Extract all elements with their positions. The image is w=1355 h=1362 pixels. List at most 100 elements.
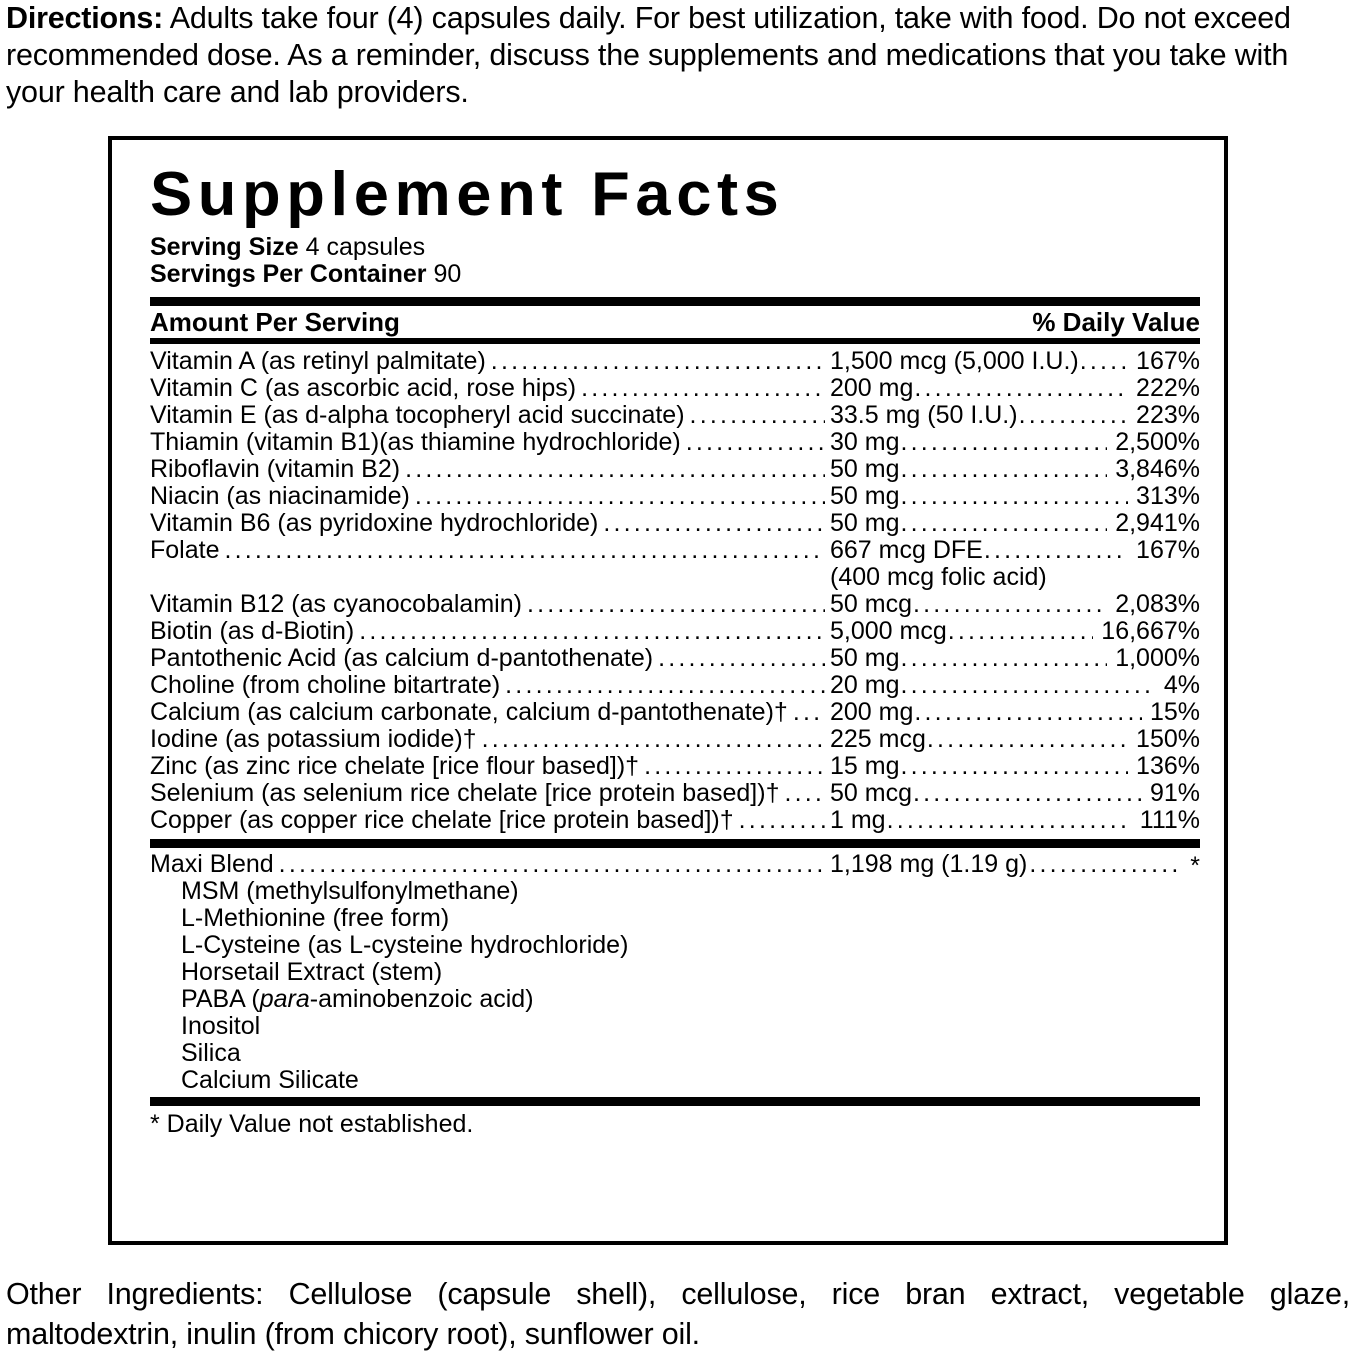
leader-dots: ......................... <box>900 753 1128 780</box>
nutrient-row: Niacin (as niacinamide) 50 mg 313%........… <box>150 483 1200 510</box>
nutrient-amount: 50 mcg <box>830 779 912 807</box>
leader-dots: .... <box>792 699 825 726</box>
nutrient-subline: (400 mcg folic acid) <box>150 564 1200 591</box>
footnote-text: * Daily Value not established. <box>150 1110 474 1138</box>
blend-amount: 1,198 mg (1.19 g) <box>830 850 1028 878</box>
nutrient-daily-value: 4% <box>1163 671 1200 699</box>
leader-dots: ......................... <box>914 699 1142 726</box>
nutrient-name: Vitamin C (as ascorbic acid, rose hips) <box>150 374 577 402</box>
nutrient-daily-value: 150% <box>1136 725 1200 753</box>
nutrient-daily-value: 222% <box>1136 374 1200 402</box>
nutrient-row: Thiamin (vitamin B1)(as thiamine hydroch… <box>150 429 1200 456</box>
nutrient-row: Choline (from choline bitartrate) 20 mg 4%… <box>150 672 1200 699</box>
nutrient-amount: 30 mg <box>830 428 900 456</box>
leader-dots: ....................... <box>900 645 1107 672</box>
nutrient-row: Calcium (as calcium carbonate, calcium d… <box>150 699 1200 726</box>
leader-dots: ............................ <box>900 672 1155 699</box>
leader-dots: ....................... <box>900 510 1107 537</box>
leader-dots: ....................... <box>900 429 1107 456</box>
nutrient-row: Vitamin B12 (as cyanocobalamin) 50 mcg 2,0… <box>150 591 1200 618</box>
rule-below-amount-header <box>150 338 1200 344</box>
blend-daily-value: * <box>1190 852 1200 880</box>
nutrient-name: Folate <box>150 536 220 564</box>
nutrient-name: Riboflavin (vitamin B2) <box>150 455 401 483</box>
nutrient-daily-value: 223% <box>1136 401 1200 429</box>
nutrient-name: Vitamin B12 (as cyanocobalamin) <box>150 590 522 618</box>
amount-per-serving-header: Amount Per Serving <box>150 307 400 337</box>
nutrient-row-list: Vitamin A (as retinyl palmitate) 1,500 mc… <box>150 348 1200 834</box>
leader-dots: .................................... <box>505 672 825 699</box>
nutrient-amount: 225 mcg <box>830 725 926 753</box>
serving-size-label: Serving Size <box>150 233 299 261</box>
nutrient-daily-value: 167% <box>1136 536 1200 564</box>
nutrient-daily-value: 2,500% <box>1115 428 1200 456</box>
nutrient-row: Vitamin E (as d-alpha tocopheryl acid su… <box>150 402 1200 429</box>
blend-ingredient: MSM (methylsulfonylmethane) <box>181 877 519 905</box>
nutrient-daily-value: 313% <box>1136 482 1200 510</box>
serving-size-value: 4 capsules <box>305 233 426 261</box>
amount-per-serving-header-row: Amount Per Serving % Daily Value <box>150 306 1200 338</box>
leader-dots: ............... <box>689 402 825 429</box>
nutrient-amount: 50 mg <box>830 455 900 483</box>
nutrient-name: Thiamin (vitamin B1)(as thiamine hydroch… <box>150 428 681 456</box>
directions-label: Directions: <box>6 1 164 35</box>
nutrient-name: Vitamin B6 (as pyridoxine hydrochloride) <box>150 509 599 537</box>
nutrient-name: Selenium (as selenium rice chelate [rice… <box>150 779 780 807</box>
nutrient-name: Vitamin E (as d-alpha tocopheryl acid su… <box>150 401 685 429</box>
servings-per-container-value: 90 <box>433 260 462 288</box>
nutrient-name: Copper (as copper rice chelate [rice pro… <box>150 806 734 834</box>
leader-dots: .......... <box>738 807 825 834</box>
nutrient-daily-value: 16,667% <box>1101 617 1200 645</box>
nutrient-daily-value: 167% <box>1136 347 1200 375</box>
blend-ingredient: Inositol <box>181 1012 261 1040</box>
nutrient-name: Vitamin A (as retinyl palmitate) <box>150 347 486 375</box>
leader-dots: ....................... <box>900 456 1107 483</box>
leader-dots: ................. <box>1029 851 1178 878</box>
leader-dots: ......................... <box>603 510 825 537</box>
nutrient-name: Choline (from choline bitartrate) <box>150 671 501 699</box>
leader-dots: ...................... <box>926 726 1129 753</box>
servings-per-container-label: Servings Per Container <box>150 260 427 288</box>
leader-dots: ................................. <box>526 591 825 618</box>
nutrient-row: Folate 667 mcg DFE 167%...................… <box>150 537 1200 564</box>
nutrient-amount: 667 mcg DFE <box>830 536 983 564</box>
other-ingredients-block: Other Ingredients: Cellulose (capsule sh… <box>6 1274 1350 1354</box>
nutrient-row: Vitamin B6 (as pyridoxine hydrochloride)… <box>150 510 1200 537</box>
leader-dots: ...................... <box>912 591 1107 618</box>
nutrient-row: Zinc (as zinc rice chelate [rice flour b… <box>150 753 1200 780</box>
nutrient-daily-value: 2,083% <box>1115 590 1200 618</box>
nutrient-daily-value: 91% <box>1149 779 1200 807</box>
nutrient-amount: 1 mg <box>830 806 886 834</box>
leader-dots: ........................................… <box>224 537 825 564</box>
blend-name: Maxi Blend <box>150 850 274 878</box>
blend-ingredient: PABA (para-aminobenzoic acid) <box>181 985 534 1013</box>
nutrient-amount: 200 mg <box>830 374 914 402</box>
nutrient-row: Biotin (as d-Biotin) 5,000 mcg 16,667%....… <box>150 618 1200 645</box>
nutrient-name: Pantothenic Acid (as calcium d-pantothen… <box>150 644 654 672</box>
rule-above-amount-header <box>150 297 1200 306</box>
blend-ingredient-list: MSM (methylsulfonylmethane) L-Methionine … <box>150 878 1200 1094</box>
nutrient-daily-value: 1,000% <box>1115 644 1200 672</box>
nutrient-amount: 15 mg <box>830 752 900 780</box>
leader-dots: ...................................... <box>481 726 825 753</box>
blend-row: Maxi Blend .............................… <box>150 850 1200 880</box>
leader-dots: ........................ <box>914 375 1128 402</box>
serving-size-line: Serving Size 4 capsules <box>150 234 1200 261</box>
blend-ingredient-italic: para <box>259 985 310 1013</box>
leader-dots: ............ <box>1018 402 1128 429</box>
nutrient-name: Zinc (as zinc rice chelate [rice flour b… <box>150 752 640 780</box>
nutrient-daily-value: 2,941% <box>1115 509 1200 537</box>
nutrient-daily-value: 136% <box>1136 752 1200 780</box>
leader-dots: ........................... <box>581 375 825 402</box>
directions-text: Adults take four (4) capsules daily. For… <box>6 1 1291 109</box>
nutrient-amount: 50 mg <box>830 509 900 537</box>
nutrient-amount: 20 mg <box>830 671 900 699</box>
blend-ingredient: L-Cysteine (as L-cysteine hydrochloride) <box>181 931 629 959</box>
supplement-facts-panel: Supplement Facts Serving Size 4 capsules… <box>108 136 1228 1245</box>
nutrient-amount: 1,500 mcg (5,000 I.U.) <box>830 347 1079 375</box>
other-ingredients-line-1: Other Ingredients: Cellulose (capsule sh… <box>6 1277 1350 1311</box>
panel-title: Supplement Facts <box>150 160 785 229</box>
leader-dots: ................ <box>983 537 1128 564</box>
leader-dots: ............... <box>685 429 825 456</box>
nutrient-row: Copper (as copper rice chelate [rice pro… <box>150 807 1200 834</box>
